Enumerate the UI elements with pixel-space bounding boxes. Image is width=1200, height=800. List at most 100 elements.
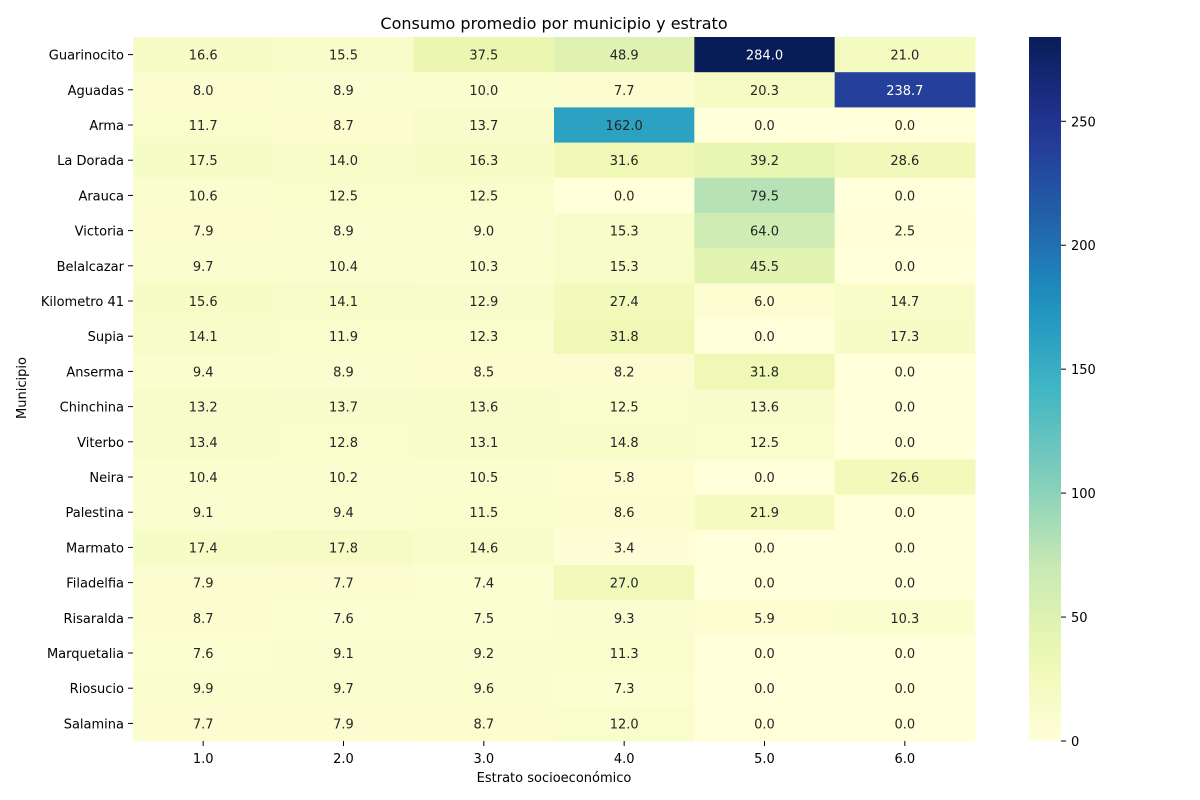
cell-value-label: 14.6	[469, 541, 498, 556]
heatmap-cell	[694, 248, 836, 284]
heatmap-cell	[554, 213, 695, 249]
heatmap-cell	[834, 248, 976, 284]
cell-value-label: 28.6	[890, 154, 919, 169]
heatmap-cell	[554, 424, 695, 460]
y-tick-label: Arauca	[78, 189, 124, 204]
heatmap-cell	[133, 494, 274, 531]
heatmap-cell	[413, 494, 555, 531]
cell-value-label: 7.6	[333, 612, 354, 627]
colorbar-tick-label: 250	[1071, 115, 1096, 130]
heatmap-cell	[554, 107, 695, 144]
heatmap-cell	[413, 107, 555, 144]
heatmap-cell	[133, 37, 274, 73]
cell-value-label: 0.0	[754, 682, 775, 697]
heatmap-cell	[273, 248, 415, 284]
cell-value-label: 0.0	[754, 330, 775, 345]
cell-value-label: 0.0	[614, 189, 635, 204]
cell-value-label: 17.8	[329, 541, 358, 556]
heatmap-cell	[273, 424, 415, 460]
heatmap-cell	[413, 565, 555, 601]
colorbar-tick-label: 100	[1071, 487, 1096, 502]
cell-value-label: 284.0	[746, 49, 783, 64]
heatmap-cell-labels: 16.6 15.5 37.5 48.9 284.0 21.0 8.0 8.9 10.0 7.7 20…	[189, 49, 924, 733]
cell-value-label: 11.3	[610, 647, 639, 662]
cell-value-label: 21.0	[890, 49, 919, 64]
cell-value-label: 7.4	[473, 577, 494, 592]
heatmap-cell	[133, 600, 274, 636]
heatmap-cell	[554, 705, 695, 742]
heatmap-cell	[694, 107, 836, 144]
cell-value-label: 8.7	[473, 717, 494, 732]
heatmap-cell	[834, 177, 976, 214]
heatmap-cell	[834, 142, 976, 179]
cell-value-label: 20.3	[750, 84, 779, 99]
cell-value-label: 10.4	[329, 260, 358, 275]
cell-value-label: 0.0	[894, 365, 915, 380]
cell-value-label: 5.8	[614, 471, 635, 486]
y-tick-label: Belalcazar	[57, 260, 125, 275]
x-tick-label: 4.0	[614, 752, 635, 767]
cell-value-label: 27.4	[610, 295, 639, 310]
chart-title: Consumo promedio por municipio y estrato	[380, 14, 727, 33]
y-tick-label: Salamina	[64, 717, 124, 732]
heatmap-cell	[133, 459, 274, 496]
y-tick-label: Marmato	[66, 541, 124, 556]
x-axis-label: Estrato socioeconómico	[477, 771, 632, 786]
cell-value-label: 13.6	[469, 401, 498, 416]
y-tick-label: La Dorada	[57, 154, 124, 169]
heatmap-cell	[834, 600, 976, 636]
heatmap-cell	[133, 529, 274, 566]
heatmap-cell	[694, 529, 836, 566]
cell-value-label: 26.6	[890, 471, 919, 486]
cell-value-label: 9.6	[473, 682, 494, 697]
heatmap-cell	[413, 424, 555, 460]
heatmap-cell	[834, 565, 976, 601]
colorbar-tick-label: 200	[1071, 239, 1096, 254]
cell-value-label: 9.4	[193, 365, 214, 380]
heatmap-cell	[133, 424, 274, 460]
heatmap-cell	[834, 37, 976, 73]
heatmap-cell	[273, 565, 415, 601]
heatmap-cell	[273, 459, 415, 496]
y-tick-label: Marquetalia	[47, 647, 124, 662]
heatmap-cell	[413, 72, 555, 108]
cell-value-label: 0.0	[754, 471, 775, 486]
cell-value-label: 15.3	[610, 225, 639, 240]
y-tick-label: Chinchina	[60, 401, 124, 416]
cell-value-label: 12.5	[610, 401, 639, 416]
y-tick-label: Risaralda	[63, 612, 124, 627]
heatmap-cell	[413, 600, 555, 636]
heatmap-cell	[273, 529, 415, 566]
heatmap-cell	[694, 635, 836, 672]
cell-value-label: 12.0	[610, 717, 639, 732]
heatmap-cell	[834, 529, 976, 566]
y-tick-label: Viterbo	[77, 436, 124, 451]
heatmap-cell	[413, 283, 555, 320]
cell-value-label: 0.0	[894, 647, 915, 662]
heatmap-cell	[694, 37, 836, 73]
cell-value-label: 0.0	[894, 682, 915, 697]
heatmap-cell	[133, 705, 274, 742]
cell-value-label: 0.0	[894, 260, 915, 275]
cell-value-label: 0.0	[894, 541, 915, 556]
cell-value-label: 15.6	[189, 295, 218, 310]
colorbar-tick-label: 150	[1071, 363, 1096, 378]
cell-value-label: 238.7	[886, 84, 923, 99]
y-tick-label: Guarinocito	[49, 49, 124, 64]
cell-value-label: 16.3	[469, 154, 498, 169]
heatmap-cell	[834, 459, 976, 496]
heatmap-cell	[133, 353, 274, 390]
heatmap-cell	[554, 600, 695, 636]
y-tick-label: Neira	[89, 471, 124, 486]
heatmap-cell	[413, 248, 555, 284]
heatmap-cell	[554, 177, 695, 214]
cell-value-label: 7.9	[333, 717, 354, 732]
cell-value-label: 10.4	[189, 471, 218, 486]
cell-value-label: 9.7	[333, 682, 354, 697]
heatmap-cell	[554, 37, 695, 73]
cell-value-label: 27.0	[610, 577, 639, 592]
cell-value-label: 0.0	[894, 119, 915, 134]
heatmap-cell	[554, 565, 695, 601]
cell-value-label: 14.8	[610, 436, 639, 451]
heatmap-cell	[273, 107, 415, 144]
